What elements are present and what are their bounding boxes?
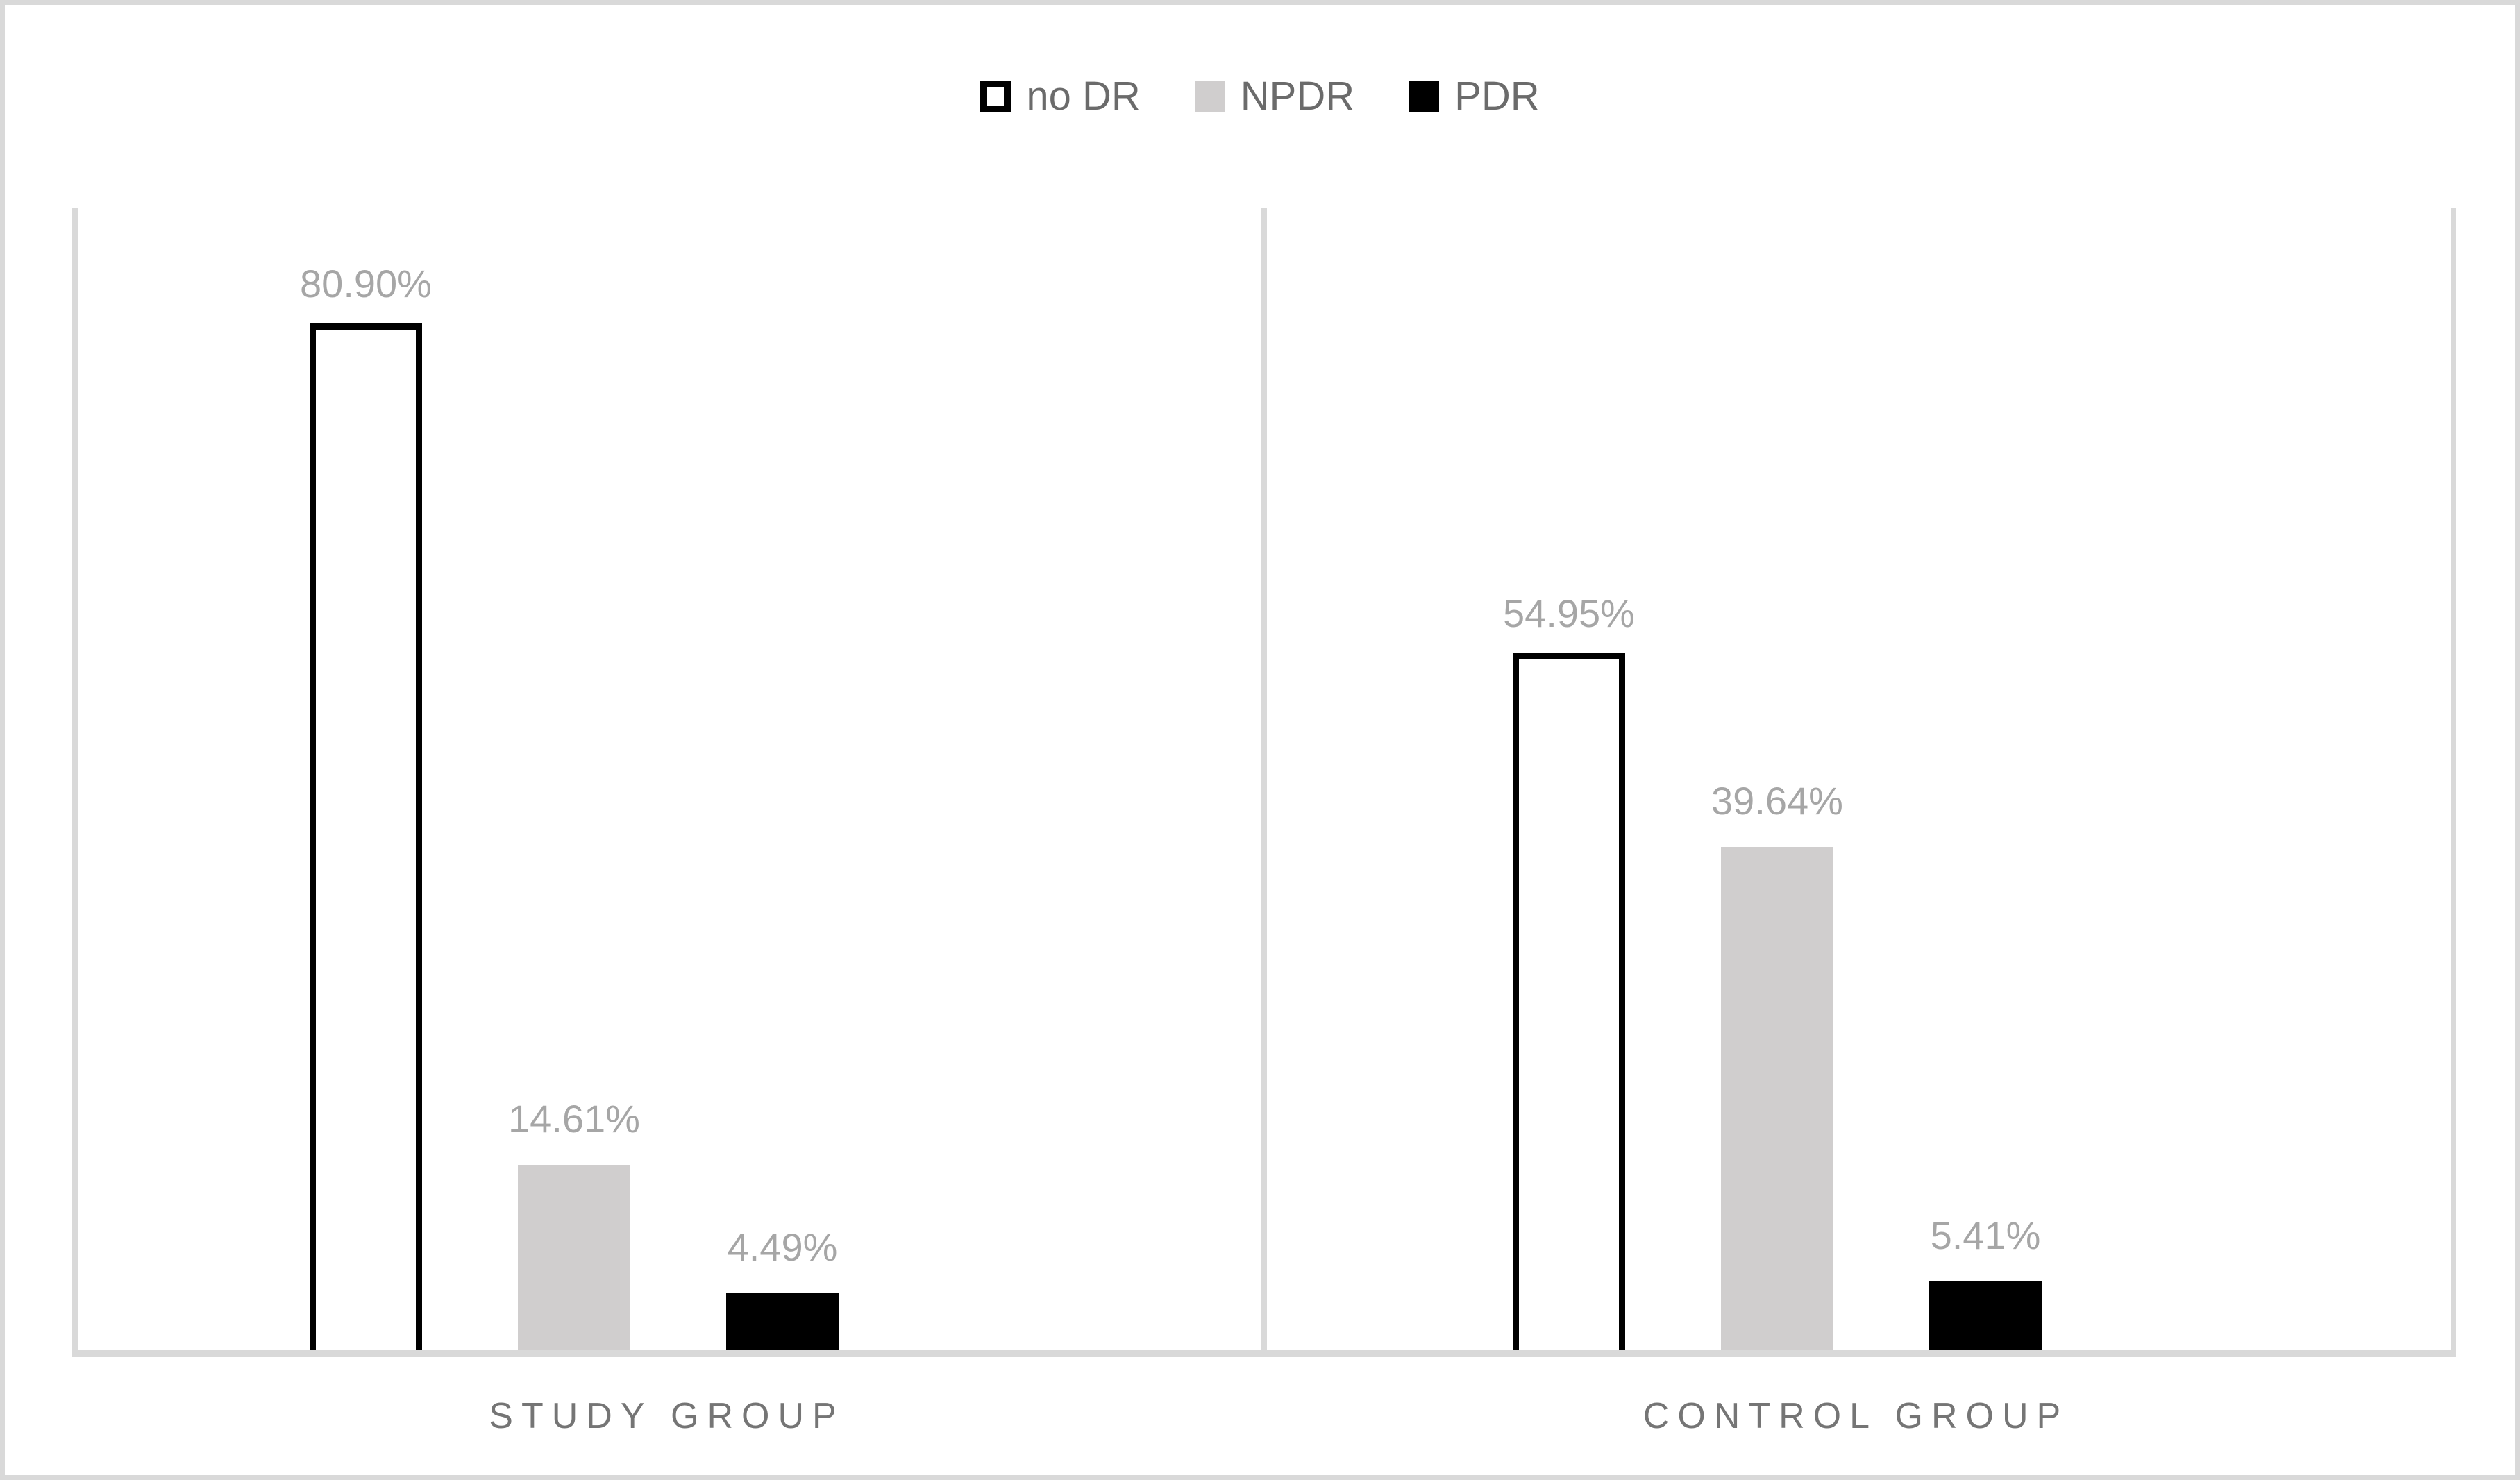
category-label-study-group: STUDY GROUP (489, 1396, 845, 1436)
data-label-control-npdr: 39.64% (1711, 779, 1843, 823)
legend: no DR NPDR PDR (5, 69, 2515, 124)
legend-swatch-npdr-icon (1194, 81, 1225, 112)
bar-study-npdr: 14.61% (508, 1100, 640, 1350)
legend-label-no-dr: no DR (1026, 74, 1141, 119)
legend-item-pdr: PDR (1409, 74, 1540, 119)
plot-left-gridline (72, 208, 78, 1354)
bar-control-no-dr: 54.95% (1503, 594, 1635, 1350)
legend-swatch-pdr-icon (1409, 81, 1440, 112)
data-label-study-pdr: 4.49% (727, 1225, 838, 1269)
bar-control-npdr: 39.64% (1711, 782, 1843, 1350)
legend-item-no-dr: no DR (980, 74, 1141, 119)
bar-study-pdr: 4.49% (726, 1228, 839, 1350)
data-label-control-no-dr: 54.95% (1503, 591, 1635, 635)
data-label-study-no-dr: 80.90% (300, 262, 432, 305)
bar-study-no-dr: 80.90% (300, 264, 432, 1350)
legend-label-pdr: PDR (1454, 74, 1540, 119)
legend-item-npdr: NPDR (1194, 74, 1355, 119)
data-label-control-pdr: 5.41% (1930, 1213, 2041, 1257)
data-label-study-npdr: 14.61% (508, 1097, 640, 1141)
plot-right-gridline (2451, 208, 2456, 1354)
bar-control-pdr: 5.41% (1929, 1216, 2042, 1350)
legend-swatch-no-dr-icon (980, 81, 1011, 112)
x-axis-line (72, 1350, 2456, 1357)
legend-label-npdr: NPDR (1240, 74, 1355, 119)
category-label-control-group: CONTROL GROUP (1643, 1396, 2069, 1436)
plot-middle-gridline (1261, 208, 1267, 1354)
